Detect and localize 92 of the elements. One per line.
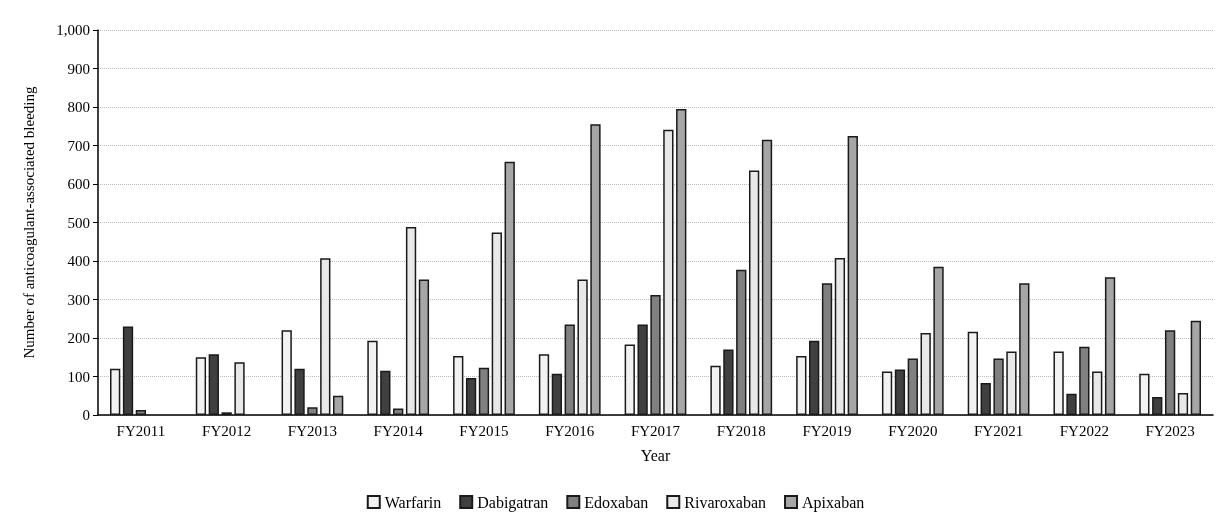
y-tick-label: 700 (67, 137, 90, 154)
bar (1190, 320, 1201, 415)
bar (504, 161, 515, 415)
bar (650, 294, 661, 415)
bar (980, 383, 991, 415)
bar (195, 357, 207, 415)
bar (110, 368, 121, 415)
y-tick-label: 0 (82, 407, 90, 423)
bar (418, 279, 430, 415)
y-tick-label: 300 (67, 291, 90, 308)
bar (135, 410, 147, 415)
bar (1152, 396, 1163, 415)
bar (405, 227, 417, 415)
bar (393, 408, 404, 415)
x-tick-label: FY2011 (116, 422, 166, 439)
bar (453, 356, 464, 415)
y-axis-title: Number of anticoagulant-associated bleeding (20, 86, 37, 359)
bar (281, 330, 292, 415)
bar (881, 371, 893, 415)
bar (821, 283, 833, 415)
legend-label: Apixaban (802, 493, 865, 512)
bar (538, 354, 550, 415)
bar (320, 258, 331, 415)
y-tick-label: 200 (67, 330, 90, 346)
bar (748, 170, 760, 415)
bar (590, 124, 601, 415)
bar (564, 324, 575, 415)
bar (294, 368, 305, 415)
bar (234, 362, 245, 415)
x-tick-label: FY2016 (545, 422, 595, 439)
bar (761, 139, 773, 415)
y-tick-label: 500 (67, 214, 90, 231)
bar (307, 407, 318, 415)
y-tick-label: 400 (67, 253, 90, 269)
bar (577, 279, 588, 415)
bar (1066, 393, 1077, 415)
x-tick-label: FY2023 (1145, 422, 1195, 439)
bar (967, 331, 978, 415)
bar (834, 257, 846, 415)
bar (465, 378, 477, 415)
bar (894, 369, 906, 415)
bar (1139, 373, 1150, 415)
x-tick-label: FY2012 (202, 422, 252, 439)
bar (333, 395, 344, 415)
bar (736, 269, 747, 415)
bar (1104, 277, 1116, 415)
bar (723, 349, 734, 415)
x-tick-label: FY2013 (287, 422, 338, 439)
y-tick-label: 100 (67, 368, 90, 385)
bar (1164, 330, 1176, 415)
x-tick-label: FY2018 (716, 422, 766, 439)
bar (676, 108, 687, 415)
bar (847, 135, 858, 415)
bar (478, 367, 490, 415)
bar (208, 354, 219, 415)
bar (907, 358, 918, 415)
bar (933, 266, 944, 415)
x-axis-title: Year (640, 446, 671, 464)
y-tick-label: 800 (67, 99, 90, 115)
y-tick-label: 900 (67, 60, 90, 77)
bar (1053, 351, 1064, 415)
x-tick-label: FY2014 (373, 422, 424, 439)
bar (993, 358, 1004, 415)
bar (1079, 346, 1090, 415)
bar (710, 365, 721, 415)
bar (380, 370, 391, 415)
legend-label: Edoxaban (584, 493, 649, 511)
bar (551, 373, 563, 415)
bar (122, 326, 134, 415)
bar (624, 344, 635, 415)
x-tick-label: FY2015 (459, 422, 509, 439)
x-tick-label: FY2017 (630, 422, 681, 439)
bar (663, 129, 674, 415)
legend-label: Dabigatran (477, 493, 549, 512)
bar (491, 232, 502, 415)
bar (367, 340, 378, 415)
x-tick-label: FY2019 (802, 422, 852, 439)
bar (1019, 283, 1030, 415)
bar (637, 324, 648, 415)
y-tick-label: 1,000 (56, 22, 90, 38)
y-tick-label: 600 (67, 176, 90, 192)
x-tick-label: FY2020 (888, 422, 938, 439)
bar (920, 333, 931, 415)
bar (1092, 371, 1103, 415)
legend-label: Warfarin (384, 493, 442, 511)
bar (796, 356, 807, 415)
x-tick-label: FY2021 (973, 422, 1024, 439)
bar (809, 340, 820, 415)
bar (1177, 393, 1189, 415)
legend-label: Rivaroxaban (684, 493, 767, 511)
x-tick-label: FY2022 (1059, 422, 1109, 439)
bar (1006, 351, 1017, 415)
